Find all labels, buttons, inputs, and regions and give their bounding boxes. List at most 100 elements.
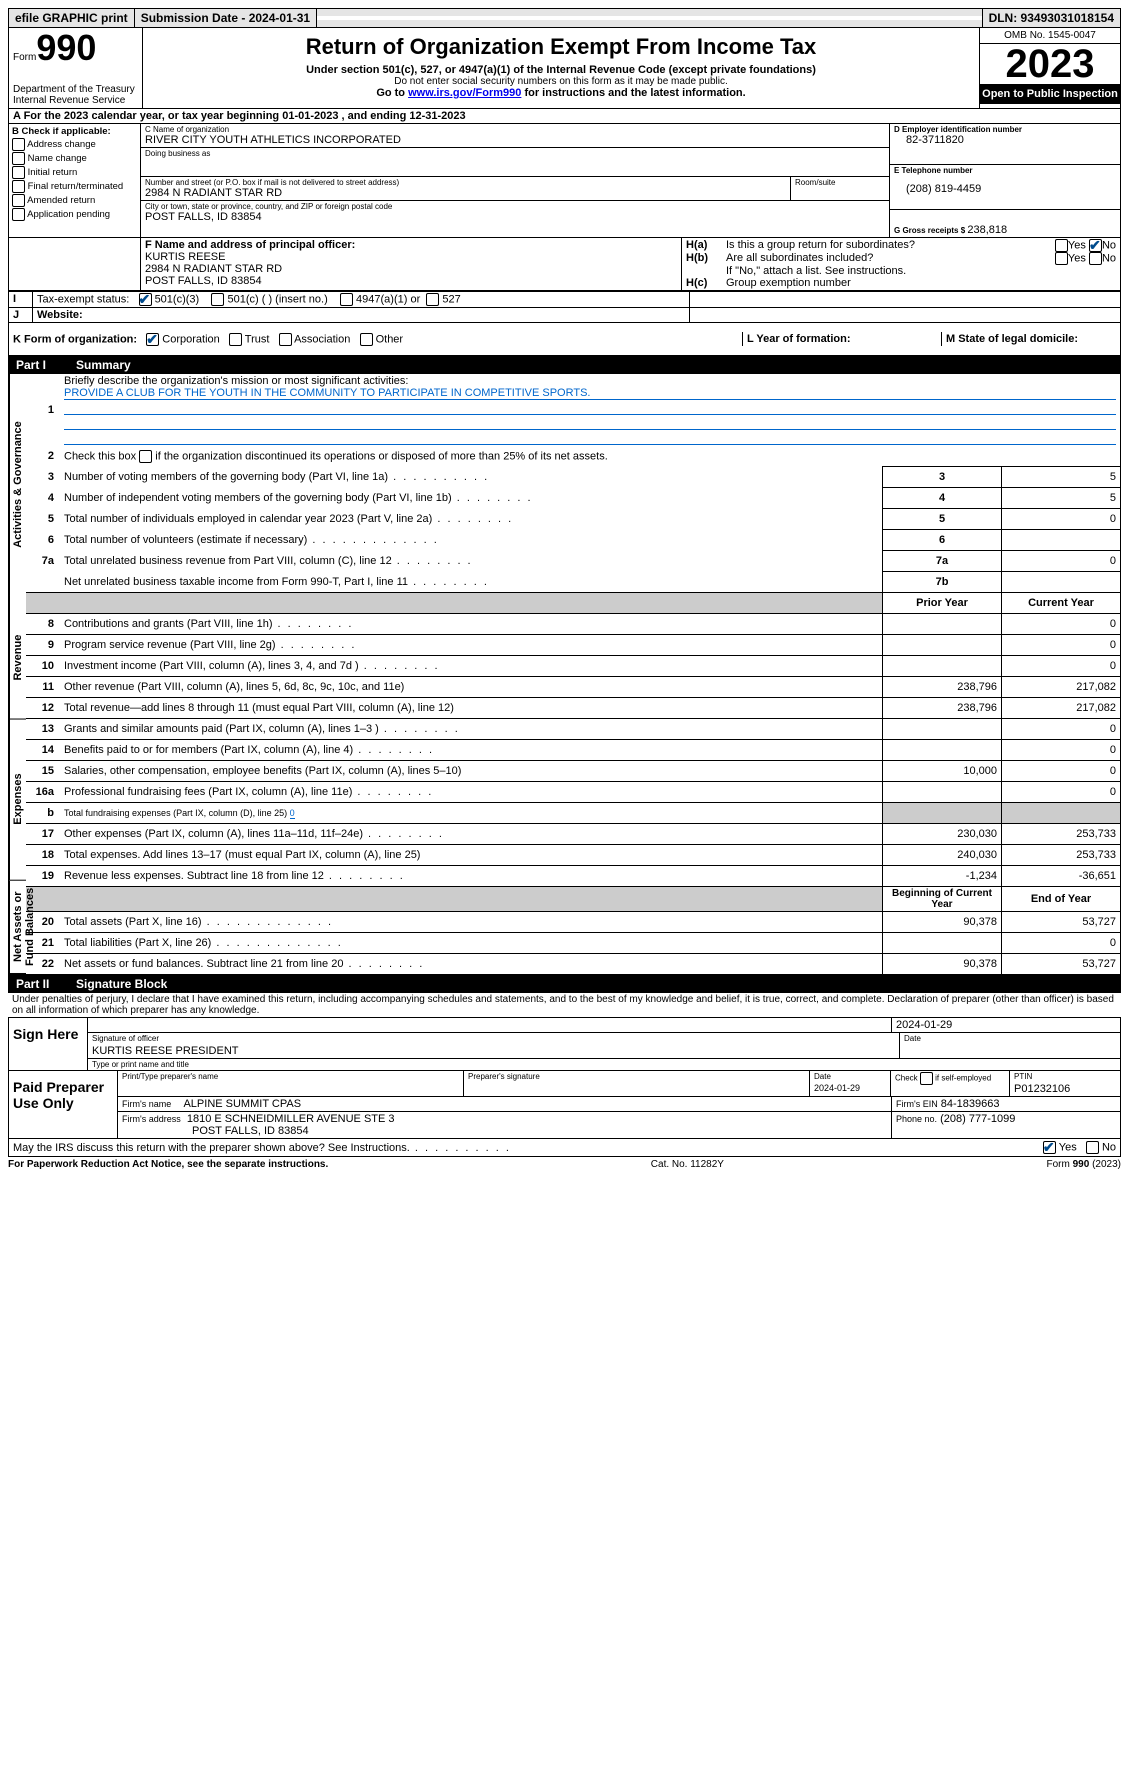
l16ac: 0 xyxy=(1002,782,1121,803)
cb-501c[interactable] xyxy=(211,293,224,306)
prep-check-b: if self-employed xyxy=(933,1074,991,1083)
footer: For Paperwork Reduction Act Notice, see … xyxy=(8,1157,1121,1172)
cb-discontinued[interactable] xyxy=(139,450,152,463)
l20: Total assets (Part X, line 16) xyxy=(64,916,333,928)
room-label: Room/suite xyxy=(795,178,885,187)
date-lbl: Date xyxy=(900,1033,1120,1044)
officer-city: POST FALLS, ID 83854 xyxy=(145,275,262,287)
cb-4947[interactable] xyxy=(340,293,353,306)
l18p: 240,030 xyxy=(883,845,1002,866)
l19p: -1,234 xyxy=(883,866,1002,887)
paid-preparer-label: Paid Preparer Use Only xyxy=(9,1071,118,1138)
prep-date: 2024-01-29 xyxy=(810,1082,890,1094)
lbl-501c3: 501(c)(3) xyxy=(155,293,200,305)
part1-header: Part I Summary xyxy=(8,356,1121,374)
cb-final-return[interactable] xyxy=(12,180,25,193)
l5: Total number of individuals employed in … xyxy=(64,513,513,525)
discuss-text: May the IRS discuss this return with the… xyxy=(13,1142,511,1154)
lbl-discuss-yes: Yes xyxy=(1059,1141,1077,1153)
l13: Grants and similar amounts paid (Part IX… xyxy=(64,723,460,735)
cb-discuss-no[interactable] xyxy=(1086,1141,1099,1154)
side-na: Net Assets or Fund Balances xyxy=(9,881,26,974)
l1-label: Briefly describe the organization's miss… xyxy=(64,375,408,387)
l3: Number of voting members of the governin… xyxy=(64,471,489,483)
l2-text-b: if the organization discontinued its ope… xyxy=(155,450,608,462)
l6: Total number of volunteers (estimate if … xyxy=(64,534,439,546)
yof-label: L Year of formation: xyxy=(747,333,851,345)
header-mid: Return of Organization Exempt From Incom… xyxy=(143,28,979,108)
l21: Total liabilities (Part X, line 26) xyxy=(64,937,343,949)
phone-lbl: Phone no. xyxy=(896,1114,937,1124)
submission-date: Submission Date - 2024-01-31 xyxy=(135,9,317,27)
row-j: J Website: xyxy=(8,307,1121,323)
cb-ha-yes[interactable] xyxy=(1055,239,1068,252)
firm-addr2: POST FALLS, ID 83854 xyxy=(122,1125,309,1137)
cb-527[interactable] xyxy=(426,293,439,306)
cb-hb-yes[interactable] xyxy=(1055,252,1068,265)
lbl-no2: No xyxy=(1102,252,1116,264)
sig-name-lbl: Type or print name and title xyxy=(88,1059,1120,1070)
sig-officer-lbl: Signature of officer xyxy=(88,1033,899,1044)
h-a-label: H(a) xyxy=(686,239,726,252)
l16bc-shade xyxy=(1002,803,1121,824)
l4v: 5 xyxy=(1002,488,1121,509)
h-note: If "No," attach a list. See instructions… xyxy=(686,265,1116,277)
cb-self-employed[interactable] xyxy=(920,1072,933,1085)
phone: (208) 777-1099 xyxy=(940,1113,1015,1125)
top-bar: efile GRAPHIC print Submission Date - 20… xyxy=(8,8,1121,28)
cb-corp[interactable] xyxy=(146,333,159,346)
l17c: 253,733 xyxy=(1002,824,1121,845)
l16a: Professional fundraising fees (Part IX, … xyxy=(64,786,433,798)
website-label: Website: xyxy=(37,309,83,321)
form990-link[interactable]: www.irs.gov/Form990 xyxy=(408,87,521,99)
lbl-name-change: Name change xyxy=(28,153,87,164)
l12c: 217,082 xyxy=(1002,698,1121,719)
l6v xyxy=(1002,530,1121,551)
discuss-row: May the IRS discuss this return with the… xyxy=(8,1139,1121,1157)
cb-other[interactable] xyxy=(360,333,373,346)
cb-hb-no[interactable] xyxy=(1089,252,1102,265)
hdr-cy: Current Year xyxy=(1002,593,1121,614)
firm-addr1: 1810 E SCHNEIDMILLER AVENUE STE 3 xyxy=(187,1113,395,1125)
box-b-title: B Check if applicable: xyxy=(12,126,137,137)
l1-value: PROVIDE A CLUB FOR THE YOUTH IN THE COMM… xyxy=(64,387,1116,400)
l7a: Total unrelated business revenue from Pa… xyxy=(64,555,473,567)
l2-text-a: Check this box xyxy=(64,450,139,462)
l1-blank1 xyxy=(64,400,1116,415)
line-a-end: 12-31-2023 xyxy=(409,110,465,122)
box-c: C Name of organization RIVER CITY YOUTH … xyxy=(141,124,889,237)
form-title: Return of Organization Exempt From Incom… xyxy=(149,34,973,60)
cb-name-change[interactable] xyxy=(12,152,25,165)
l22c: 53,727 xyxy=(1002,954,1121,975)
cb-address-change[interactable] xyxy=(12,138,25,151)
line-a-prefix: A For the 2023 calendar year, or tax yea… xyxy=(13,110,282,122)
spacer xyxy=(317,16,981,20)
l11: Other revenue (Part VIII, column (A), li… xyxy=(64,681,404,693)
cb-initial-return[interactable] xyxy=(12,166,25,179)
cb-amended[interactable] xyxy=(12,194,25,207)
col-b-spacer xyxy=(9,238,141,290)
l16bv: 0 xyxy=(290,808,295,819)
lbl-yes2: Yes xyxy=(1068,252,1086,264)
l17p: 230,030 xyxy=(883,824,1002,845)
l10: Investment income (Part VIII, column (A)… xyxy=(64,660,440,672)
l16ap xyxy=(883,782,1002,803)
l12p: 238,796 xyxy=(883,698,1002,719)
cb-app-pending[interactable] xyxy=(12,208,25,221)
l9c: 0 xyxy=(1002,635,1121,656)
cb-ha-no[interactable] xyxy=(1089,239,1102,252)
form-prefix: Form xyxy=(13,52,36,63)
summary-table: 1 Briefly describe the organization's mi… xyxy=(26,374,1120,974)
h-c-text: Group exemption number xyxy=(726,277,1116,289)
part2-title: Signature Block xyxy=(76,977,167,991)
line-a-mid: , and ending xyxy=(338,110,409,122)
l18: Total expenses. Add lines 13–17 (must eq… xyxy=(64,849,420,861)
cb-discuss-yes[interactable] xyxy=(1043,1141,1056,1154)
l15: Salaries, other compensation, employee b… xyxy=(64,765,461,777)
part1-num: Part I xyxy=(16,358,76,372)
cb-trust[interactable] xyxy=(229,333,242,346)
cb-501c3[interactable] xyxy=(139,293,152,306)
l9p xyxy=(883,635,1002,656)
cb-assoc[interactable] xyxy=(279,333,292,346)
prep-sig-lbl: Preparer's signature xyxy=(464,1071,809,1082)
